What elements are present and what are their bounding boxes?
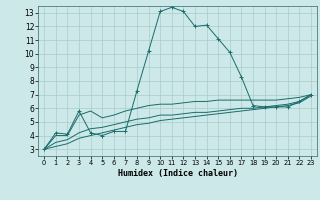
X-axis label: Humidex (Indice chaleur): Humidex (Indice chaleur) [118, 169, 238, 178]
